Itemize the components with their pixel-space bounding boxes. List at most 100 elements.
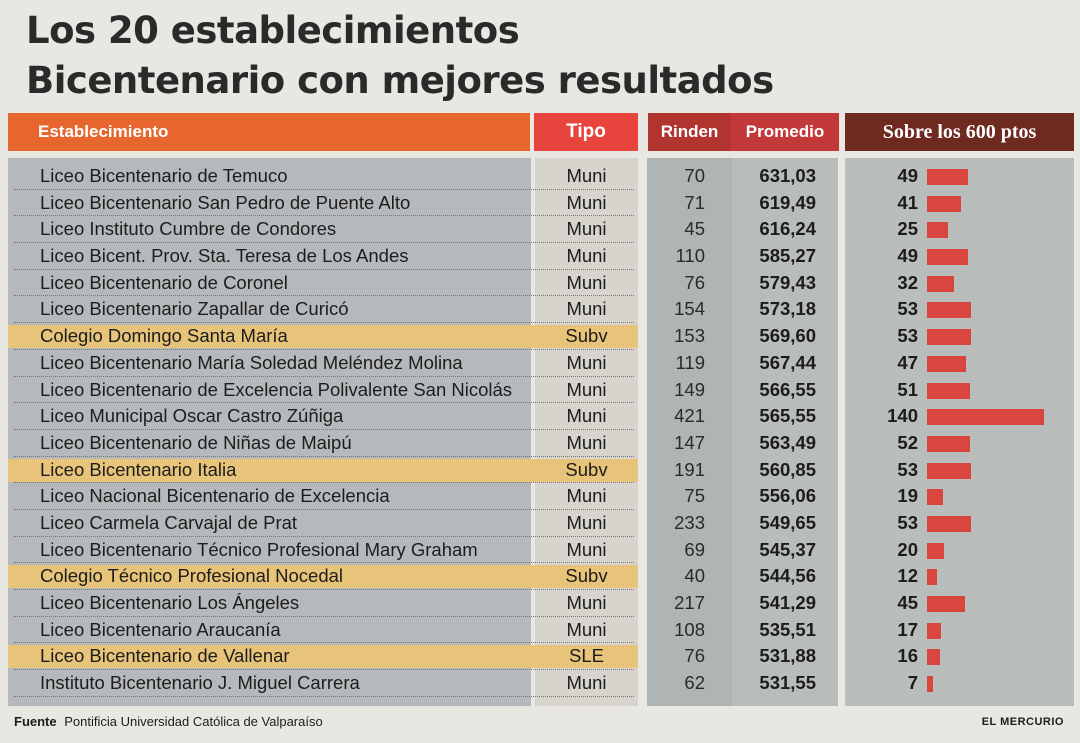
cell-promedio: 566,55 [759, 378, 816, 400]
cell-promedio: 560,85 [759, 458, 816, 480]
table-row: Liceo Bicentenario de Excelencia Polival… [0, 377, 1080, 404]
cell-sobre-600: 53 [897, 298, 918, 320]
table-row: Liceo Bicentenario Técnico Profesional M… [0, 537, 1080, 564]
row-divider [14, 535, 634, 537]
row-divider [14, 215, 634, 217]
row-divider [14, 642, 634, 644]
row-divider [14, 428, 634, 430]
cell-tipo: Muni [566, 218, 607, 240]
table-row: Liceo Bicentenario Los Ángeles Muni 217 541… [0, 590, 1080, 617]
cell-sobre-600: 32 [897, 271, 918, 293]
bar-sobre-600 [927, 249, 968, 266]
table-row: Liceo Bicentenario San Pedro de Puente A… [0, 190, 1080, 217]
source-text: Pontificia Universidad Católica de Valpa… [64, 714, 323, 729]
row-divider [14, 695, 634, 697]
table-body: Liceo Bicentenario de Temuco Muni 70 631,03… [0, 163, 1080, 697]
row-highlight [8, 645, 638, 669]
cell-establecimiento: Colegio Domingo Santa María [40, 325, 288, 347]
cell-sobre-600: 25 [897, 218, 918, 240]
row-divider [14, 562, 634, 564]
cell-promedio: 579,43 [759, 271, 816, 293]
panel-rinden [647, 158, 732, 706]
bar-sobre-600 [927, 195, 961, 212]
bar-sobre-600 [927, 302, 971, 319]
cell-promedio: 535,51 [759, 618, 816, 640]
table-row: Liceo Instituto Cumbre de Condores Muni 45… [0, 216, 1080, 244]
cell-tipo: Muni [566, 245, 607, 267]
cell-establecimiento: Liceo Bicentenario San Pedro de Puente A… [40, 191, 411, 213]
cell-sobre-600: 20 [897, 538, 918, 560]
cell-sobre-600: 7 [907, 672, 918, 694]
cell-rinden: 76 [684, 271, 705, 293]
cell-rinden: 45 [684, 218, 705, 240]
cell-rinden: 62 [684, 672, 705, 694]
cell-promedio: 631,03 [759, 165, 816, 186]
table-row: Liceo Bicentenario Araucanía Muni 108 535,5… [0, 617, 1080, 644]
cell-establecimiento: Liceo Bicentenario Italia [40, 458, 237, 480]
table-row: Colegio Domingo Santa María Subv 153 569,60… [0, 323, 1080, 350]
source-note: Fuente Pontificia Universidad Católica d… [14, 714, 323, 729]
cell-promedio: 567,44 [759, 351, 816, 373]
source-label: Fuente [14, 714, 57, 729]
table-row: Liceo Carmela Carvajal de Prat Muni 233 549… [0, 510, 1080, 537]
cell-sobre-600: 53 [897, 458, 918, 480]
bar-sobre-600 [927, 515, 971, 532]
cell-rinden: 217 [674, 592, 705, 613]
header-tipo: Tipo [534, 113, 638, 151]
cell-rinden: 75 [684, 485, 705, 507]
cell-tipo: Muni [566, 618, 607, 640]
cell-establecimiento: Liceo Nacional Bicentenario de Excelenci… [40, 485, 390, 507]
cell-rinden: 40 [684, 565, 705, 587]
cell-rinden: 119 [675, 351, 706, 373]
cell-establecimiento: Liceo Bicentenario de Temuco [40, 165, 288, 186]
cell-establecimiento: Liceo Carmela Carvajal de Prat [40, 511, 298, 533]
cell-rinden: 70 [684, 165, 705, 186]
cell-promedio: 549,65 [759, 511, 816, 533]
table-row: Liceo Nacional Bicentenario de Excelenci… [0, 483, 1080, 510]
table-row: Liceo Bicentenario Italia Subv 191 560,85 53 [0, 457, 1080, 484]
row-divider [14, 268, 634, 270]
cell-tipo: Muni [566, 511, 607, 533]
cell-establecimiento: Liceo Bicentenario Zapallar de Curicó [40, 298, 349, 320]
cell-tipo: Muni [566, 431, 607, 453]
bar-sobre-600 [927, 435, 970, 452]
table-row: Liceo Bicentenario María Soledad Melénde… [0, 350, 1080, 377]
cell-promedio: 531,55 [759, 672, 816, 694]
panel-promedio [732, 158, 838, 706]
bar-sobre-600 [927, 649, 940, 666]
row-divider [14, 402, 634, 404]
cell-sobre-600: 47 [897, 351, 918, 373]
header-promedio: Promedio [731, 113, 839, 151]
row-divider [14, 508, 634, 510]
cell-promedio: 531,88 [759, 645, 816, 667]
cell-tipo: SLE [569, 645, 604, 667]
row-divider [14, 375, 634, 377]
cell-establecimiento: Colegio Técnico Profesional Nocedal [40, 565, 344, 587]
cell-promedio: 616,24 [759, 218, 816, 240]
bar-sobre-600 [927, 596, 965, 612]
row-divider [14, 669, 634, 671]
panel-establecimiento [8, 158, 531, 706]
cell-promedio: 545,37 [759, 538, 816, 560]
cell-sobre-600: 41 [897, 191, 918, 213]
cell-promedio: 565,55 [759, 405, 816, 427]
row-divider [14, 295, 634, 297]
cell-sobre-600: 52 [897, 431, 918, 453]
cell-sobre-600: 53 [897, 511, 918, 533]
bar-sobre-600 [927, 676, 933, 693]
cell-sobre-600: 45 [897, 592, 918, 613]
header-sobre-600: Sobre los 600 ptos [845, 113, 1074, 151]
cell-tipo: Muni [566, 298, 607, 320]
row-divider [14, 455, 634, 457]
cell-tipo: Muni [566, 592, 607, 613]
cell-sobre-600: 16 [897, 645, 918, 667]
cell-establecimiento: Liceo Instituto Cumbre de Condores [40, 218, 337, 240]
cell-tipo: Muni [566, 351, 607, 373]
cell-tipo: Muni [566, 672, 607, 694]
cell-rinden: 421 [674, 405, 705, 427]
cell-establecimiento: Liceo Bicent. Prov. Sta. Teresa de Los A… [40, 245, 409, 267]
table-row: Liceo Bicentenario de Temuco Muni 70 631,03… [0, 163, 1080, 190]
cell-sobre-600: 51 [897, 378, 918, 400]
table-row: Colegio Técnico Profesional Nocedal Subv 4… [0, 563, 1080, 590]
cell-tipo: Subv [565, 325, 608, 347]
